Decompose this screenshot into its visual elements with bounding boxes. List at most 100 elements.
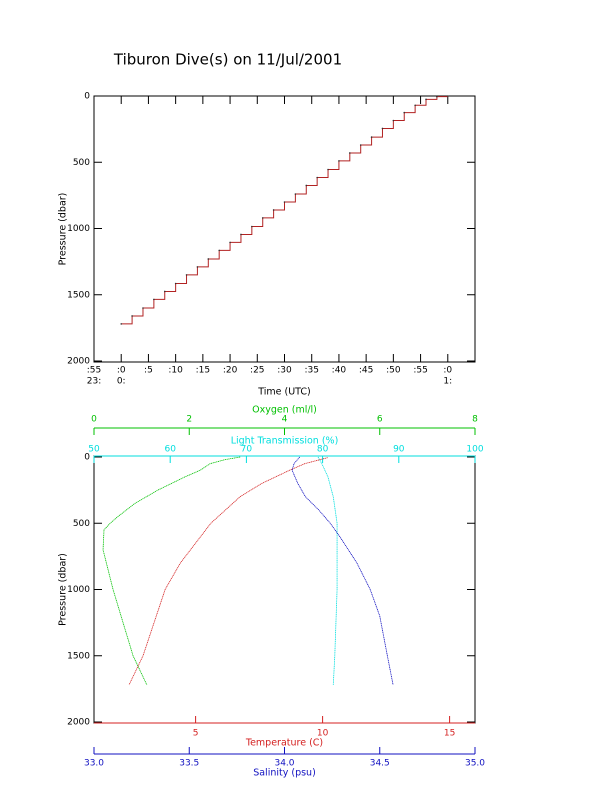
step-segment [393, 112, 405, 122]
step-segment [338, 152, 351, 162]
profile-line [291, 456, 394, 685]
x-tick-label: 50 [88, 445, 100, 455]
profile-line [102, 456, 241, 686]
step-segment [273, 202, 285, 211]
step-segment [164, 283, 177, 292]
x-tick-label: :5 [144, 366, 153, 376]
x-axis-title: Temperature (C) [245, 738, 323, 749]
x-tick-label: 5 [193, 729, 199, 739]
step-segment [142, 299, 155, 309]
y-tick-label: 1000 [67, 224, 90, 234]
plot-frame [93, 95, 476, 363]
x-tick-label: :35 [304, 366, 318, 376]
x-tick-label: :30 [277, 366, 292, 376]
x-tick-label: 34.5 [370, 759, 390, 769]
y-tick-label: 0 [84, 453, 90, 463]
data-point [131, 315, 133, 317]
data-point [142, 307, 144, 309]
step-segment [230, 234, 242, 243]
data-point [316, 176, 318, 179]
x-tick-label: 80 [317, 445, 329, 455]
step-segment [328, 160, 340, 171]
y-tick-label: 500 [73, 519, 90, 529]
chart-title: Tiburon Dive(s) on 11/Jul/2001 [113, 51, 342, 69]
data-point [359, 144, 362, 146]
step-segment [426, 96, 438, 100]
x-tick-label: 60 [164, 445, 176, 455]
x-tick-label: :55 [87, 366, 101, 376]
x-tick-label: :15 [196, 366, 210, 376]
data-point [294, 193, 297, 195]
x-tick-label: :40 [332, 366, 347, 376]
step-segment [121, 315, 133, 325]
step-segment [186, 266, 198, 276]
x-axis-title: Salinity (psu) [253, 768, 316, 779]
x-tick-label: 70 [241, 445, 253, 455]
y-axis-title: Pressure (dbar) [58, 553, 69, 626]
x-tick-label: :55 [413, 366, 427, 376]
step-segment [415, 99, 427, 106]
step-segment [197, 258, 209, 268]
step-segment [382, 120, 394, 129]
data-point [153, 298, 155, 301]
step-segment [251, 217, 264, 228]
x-tick-label: :10 [168, 366, 183, 376]
step-segment [284, 194, 296, 203]
x-tick-label: 90 [393, 445, 405, 455]
data-point [163, 290, 166, 293]
x-tick-label: :50 [386, 366, 401, 376]
step-segment [349, 145, 362, 154]
x-tick-label: 2 [186, 415, 192, 425]
step-segment [371, 128, 383, 138]
data-point [425, 98, 427, 101]
data-point [185, 274, 188, 276]
x-hour-label: 23: [87, 377, 101, 387]
step-segment [360, 137, 373, 146]
data-point [414, 104, 416, 107]
data-point [327, 168, 329, 171]
y-tick-label: 1500 [67, 290, 90, 300]
x-axis-title: Oxygen (ml/l) [252, 405, 317, 416]
x-tick-label: :25 [250, 366, 264, 376]
x-tick-label: 8 [472, 415, 478, 425]
data-point [392, 119, 395, 122]
x-tick-label: 33.5 [179, 759, 199, 769]
y-tick-label: 500 [73, 158, 90, 168]
step-segment [175, 274, 188, 284]
data-point [446, 95, 449, 97]
profile-line [317, 456, 338, 685]
x-hour-label: 1: [443, 377, 452, 387]
x-tick-label: 100 [466, 445, 483, 455]
y-tick-label: 0 [84, 92, 90, 102]
x-tick-label: 34.0 [274, 759, 294, 769]
y-tick-label: 2000 [67, 357, 90, 367]
data-point [272, 209, 275, 211]
y-tick-label: 1000 [67, 585, 90, 595]
data-point [403, 111, 406, 114]
data-point [240, 233, 242, 236]
step-segment [404, 105, 416, 114]
data-point [338, 160, 340, 162]
step-segment [240, 226, 253, 235]
step-segment [306, 177, 318, 186]
data-point [229, 241, 231, 244]
data-point [261, 217, 264, 219]
x-hour-label: 0: [117, 377, 126, 387]
step-segment [317, 169, 329, 178]
x-tick-label: 6 [377, 415, 383, 425]
x-tick-label: 4 [282, 415, 288, 425]
x-tick-label: 10 [317, 729, 329, 739]
x-axis-title: Time (UTC) [257, 387, 311, 398]
data-point [283, 201, 286, 203]
profile-line [128, 457, 328, 686]
data-point [251, 225, 253, 228]
data-point [207, 258, 210, 260]
step-segment [132, 308, 144, 317]
step-segment [262, 209, 275, 219]
data-point [196, 266, 199, 268]
plot-frame [93, 455, 476, 724]
data-point [174, 282, 177, 285]
data-point [305, 184, 308, 187]
x-tick-label: 0 [91, 415, 97, 425]
